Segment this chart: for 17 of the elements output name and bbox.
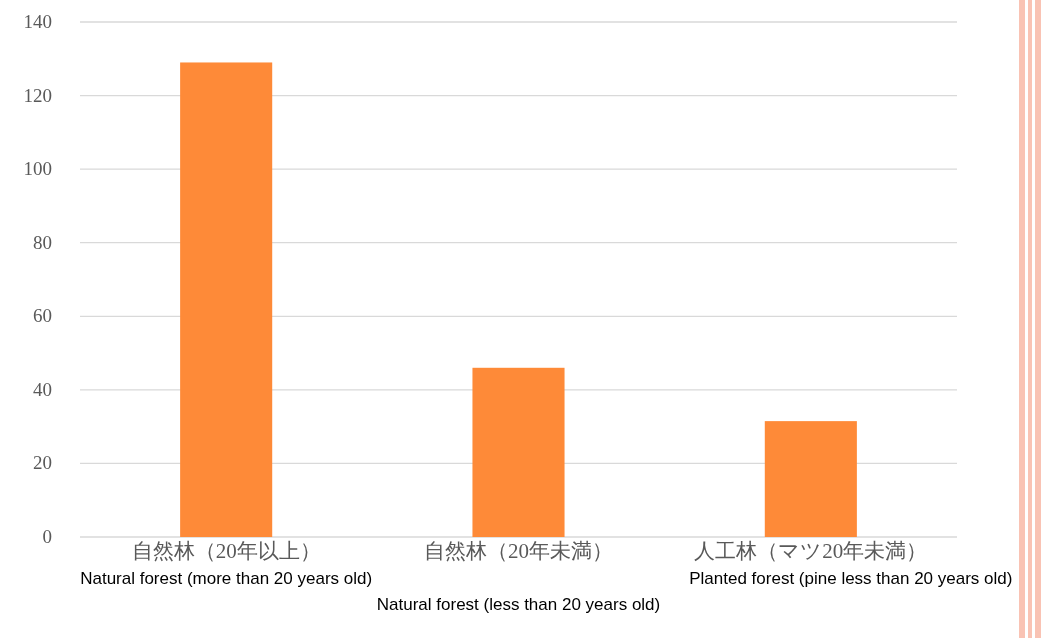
y-tick-label: 60	[33, 305, 52, 327]
y-tick-label: 80	[33, 231, 52, 253]
y-tick-label: 140	[23, 11, 52, 32]
text: Natural forest (more than 20 years old)	[80, 569, 373, 588]
y-tick-label: 120	[23, 84, 52, 106]
y-tick-label: 0	[42, 526, 52, 547]
y-tick-label: 20	[33, 452, 52, 474]
x-tick-label: 自然林（20年未満）	[424, 539, 613, 563]
y-tick-label: 40	[33, 378, 52, 400]
bar	[472, 367, 565, 537]
bar	[180, 62, 273, 537]
text: Natural forest (less than 20 years old)	[376, 595, 661, 614]
y-tick-label: 100	[23, 158, 52, 180]
text: Planted forest (pine less than 20 years old)	[689, 569, 1013, 588]
x-tick-label: 人工林（マツ20年未満）	[694, 539, 928, 563]
bar	[764, 421, 857, 537]
x-tick-label: 自然林（20年以上）	[131, 539, 321, 563]
